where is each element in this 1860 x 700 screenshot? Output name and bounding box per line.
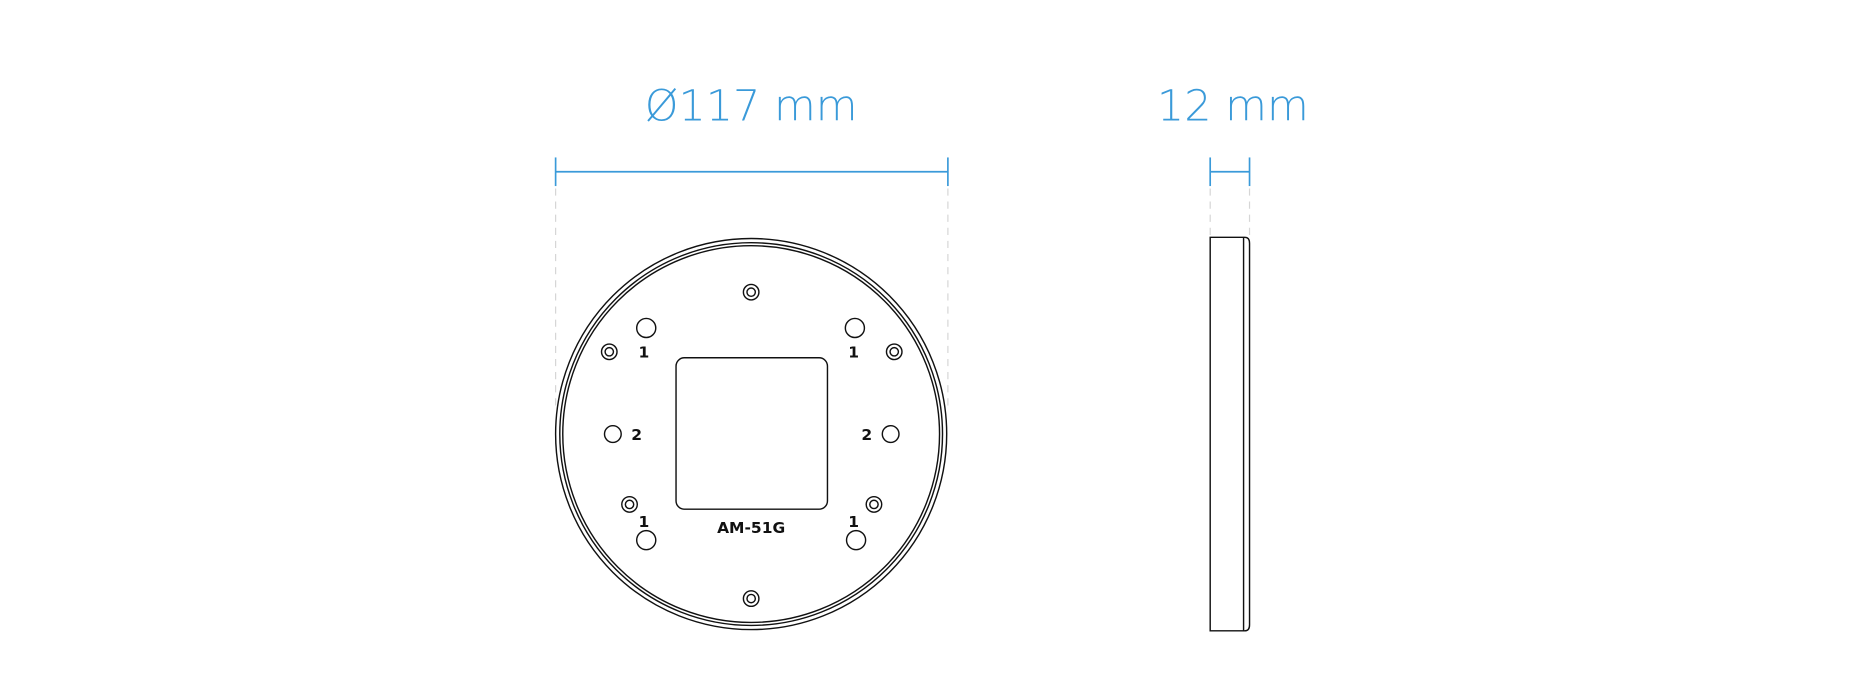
mounting-hole-1 [635,317,657,339]
screw-hole [742,590,760,608]
plate-rim-inner [562,244,941,624]
mounting-hole-1 [635,529,657,551]
side-profile [1209,236,1251,632]
model-label: AM-51G [717,519,785,537]
mounting-hole-1 [844,317,866,339]
mounting-hole-2 [881,424,900,444]
screw-hole [865,495,883,513]
screw-hole [621,495,639,513]
center-cutout [675,357,829,510]
screw-hole [742,283,760,301]
label-1: 1 [848,513,859,531]
label-2: 2 [861,426,872,444]
mounting-holes [603,317,900,551]
screw-hole [600,343,618,361]
mounting-hole-2 [603,424,622,444]
screw-hole [885,343,903,361]
mounting-hole-1 [845,529,867,551]
label-1: 1 [638,344,649,362]
mount-plate-side-view [1209,236,1251,632]
thickness-dimension: 12 mm [1157,81,1309,237]
position-labels: 1 1 1 1 2 2 AM-51G [631,344,872,537]
thickness-label: 12 mm [1157,81,1309,131]
label-1: 1 [638,513,649,531]
plate-rim-outer [559,241,944,627]
diameter-dimension: Ø117 mm [554,81,949,406]
label-1: 1 [848,344,859,362]
plate-outer-edge [554,237,948,631]
screw-holes [600,283,903,608]
diameter-label: Ø117 mm [645,81,858,131]
label-2: 2 [631,426,642,444]
mount-plate-front-view: 1 1 1 1 2 2 AM-51G [554,237,948,631]
